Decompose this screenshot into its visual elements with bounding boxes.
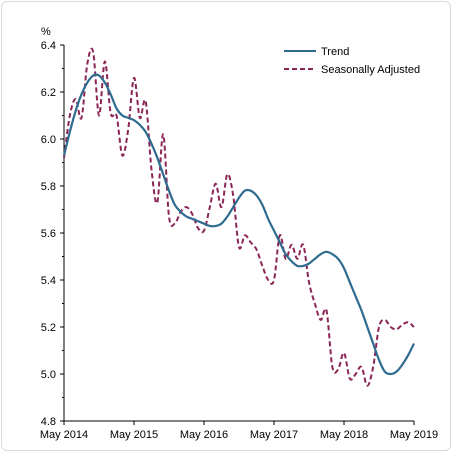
legend: Trend Seasonally Adjusted <box>284 46 420 76</box>
y-tick-label: 6.2 <box>41 87 56 99</box>
x-tick-label: May 2019 <box>390 429 438 441</box>
series-seasonally-adjusted-line <box>63 47 415 387</box>
series-trend-line <box>62 73 415 376</box>
x-tick-label: May 2016 <box>180 429 228 441</box>
x-tick-label: May 2014 <box>40 429 88 441</box>
y-tick-label: 4.8 <box>41 416 56 428</box>
y-tick-label: 6.4 <box>41 40 56 52</box>
y-tick-label: 5.0 <box>41 369 56 381</box>
y-tick-label: 6.0 <box>41 134 56 146</box>
y-tick-label: 5.8 <box>41 181 56 193</box>
x-tick-label: May 2018 <box>320 429 368 441</box>
y-axis-label: % <box>41 26 51 38</box>
y-axis-ticks: 4.8 5.0 5.2 5.4 5.6 5.8 6.0 6.2 6.4 <box>41 40 64 428</box>
series-lines <box>62 47 415 387</box>
legend-label-trend: Trend <box>321 46 349 58</box>
x-tick-label: May 2017 <box>250 429 298 441</box>
legend-label-seasonally-adjusted: Seasonally Adjusted <box>321 64 420 76</box>
y-tick-label: 5.4 <box>41 275 56 287</box>
y-tick-label: 5.6 <box>41 228 56 240</box>
axes <box>63 45 414 422</box>
y-tick-label: 5.2 <box>41 322 56 334</box>
x-tick-label: May 2015 <box>110 429 158 441</box>
x-axis-ticks: May 2014 May 2015 May 2016 May 2017 May 2018… <box>40 421 438 441</box>
